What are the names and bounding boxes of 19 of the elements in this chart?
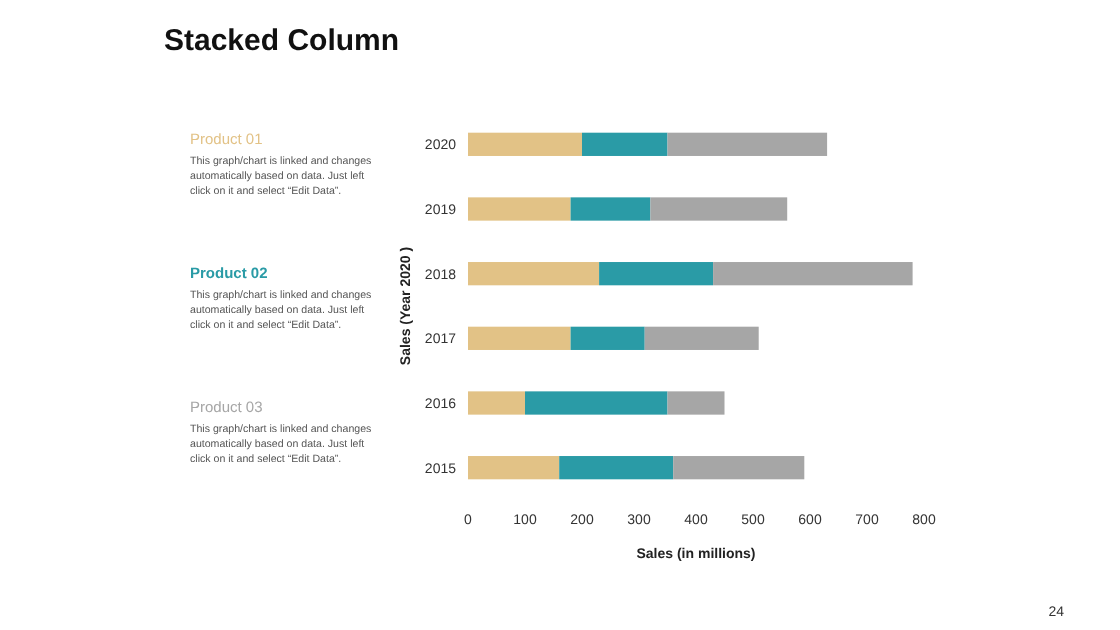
chart-title: Stacked Column: [164, 24, 400, 58]
bar: [570, 326, 645, 350]
bar: [468, 132, 582, 156]
bar: [582, 132, 668, 156]
bar: [570, 197, 651, 221]
bar: [559, 456, 674, 480]
bar: [673, 456, 805, 480]
bar: [599, 262, 714, 286]
bar: [713, 262, 913, 286]
bar: [667, 132, 828, 156]
bar: [667, 391, 725, 415]
bar: [468, 456, 560, 480]
bar: [468, 326, 571, 350]
bar: [468, 262, 600, 286]
bar: [650, 197, 788, 221]
bar: [644, 326, 759, 350]
bar: [468, 391, 525, 415]
bar: [468, 197, 571, 221]
bar: [525, 391, 668, 415]
